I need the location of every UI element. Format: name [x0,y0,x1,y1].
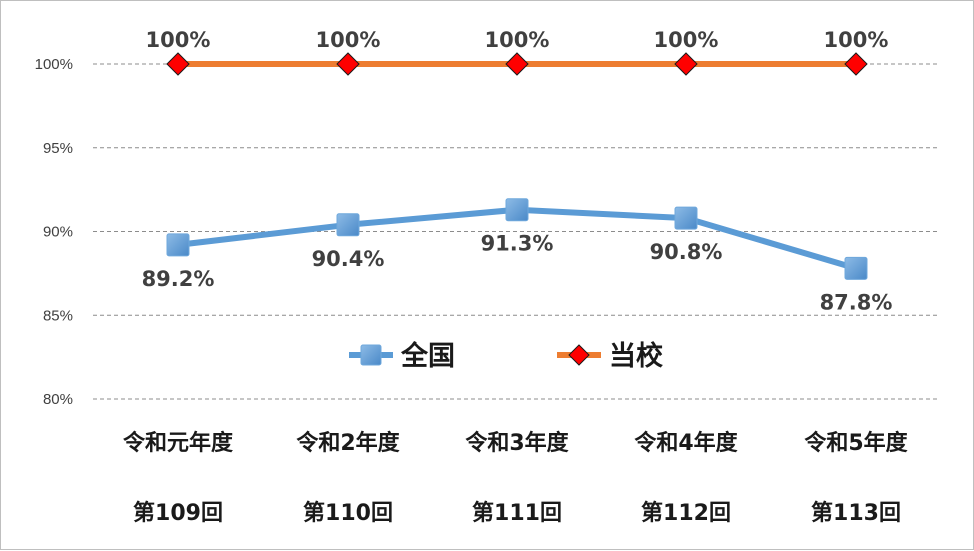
data-label: 90.8% [650,240,723,264]
x-category-label: 令和5年度 [804,430,908,456]
y-tick-label: 90% [43,224,73,241]
x-category-label: 令和4年度 [634,430,738,456]
data-labels: 89.2% 90.4% 91.3% 90.8% 87.8% 100% 100% 100% 100… [142,28,893,314]
y-tick-label: 80% [43,391,73,408]
data-label: 100% [485,28,550,52]
data-label: 100% [654,28,719,52]
data-point-diamond [674,52,698,76]
legend-marker-square [360,344,382,366]
x-category-sublabel: 第110回 [303,500,393,526]
x-category-sublabel: 第112回 [641,500,731,526]
y-axis-ticks: 80% 85% 90% 95% 100% [35,56,73,408]
x-category-label: 令和3年度 [465,430,569,456]
x-category-label: 令和2年度 [296,430,400,456]
data-point-square [844,256,868,280]
data-point-diamond [336,52,360,76]
data-label: 87.8% [820,290,893,314]
data-label: 100% [146,28,211,52]
x-category-sublabel: 第109回 [133,500,223,526]
y-tick-label: 85% [43,307,73,324]
legend-label: 全国 [400,340,455,372]
data-point-square [674,206,698,230]
data-point-square [166,233,190,257]
legend-label: 当校 [609,340,663,372]
data-label: 89.2% [142,267,215,291]
legend-item-national: 全国 [349,340,455,372]
data-point-diamond [166,52,190,76]
data-point-diamond [844,52,868,76]
data-label: 90.4% [312,247,385,271]
data-label: 100% [316,28,381,52]
legend: 全国 当校 [349,340,663,372]
data-point-square [505,198,529,222]
data-point-square [336,213,360,237]
data-point-diamond [505,52,529,76]
data-label: 91.3% [481,232,554,256]
y-tick-label: 95% [43,140,73,157]
x-category-sublabel: 第111回 [472,500,562,526]
x-category-label: 令和元年度 [123,430,234,456]
legend-item-school: 当校 [557,340,663,372]
y-tick-label: 100% [35,56,73,73]
data-label: 100% [824,28,889,52]
series-lines [166,52,868,280]
legend-marker-diamond [568,344,590,366]
x-category-sublabel: 第113回 [811,500,901,526]
